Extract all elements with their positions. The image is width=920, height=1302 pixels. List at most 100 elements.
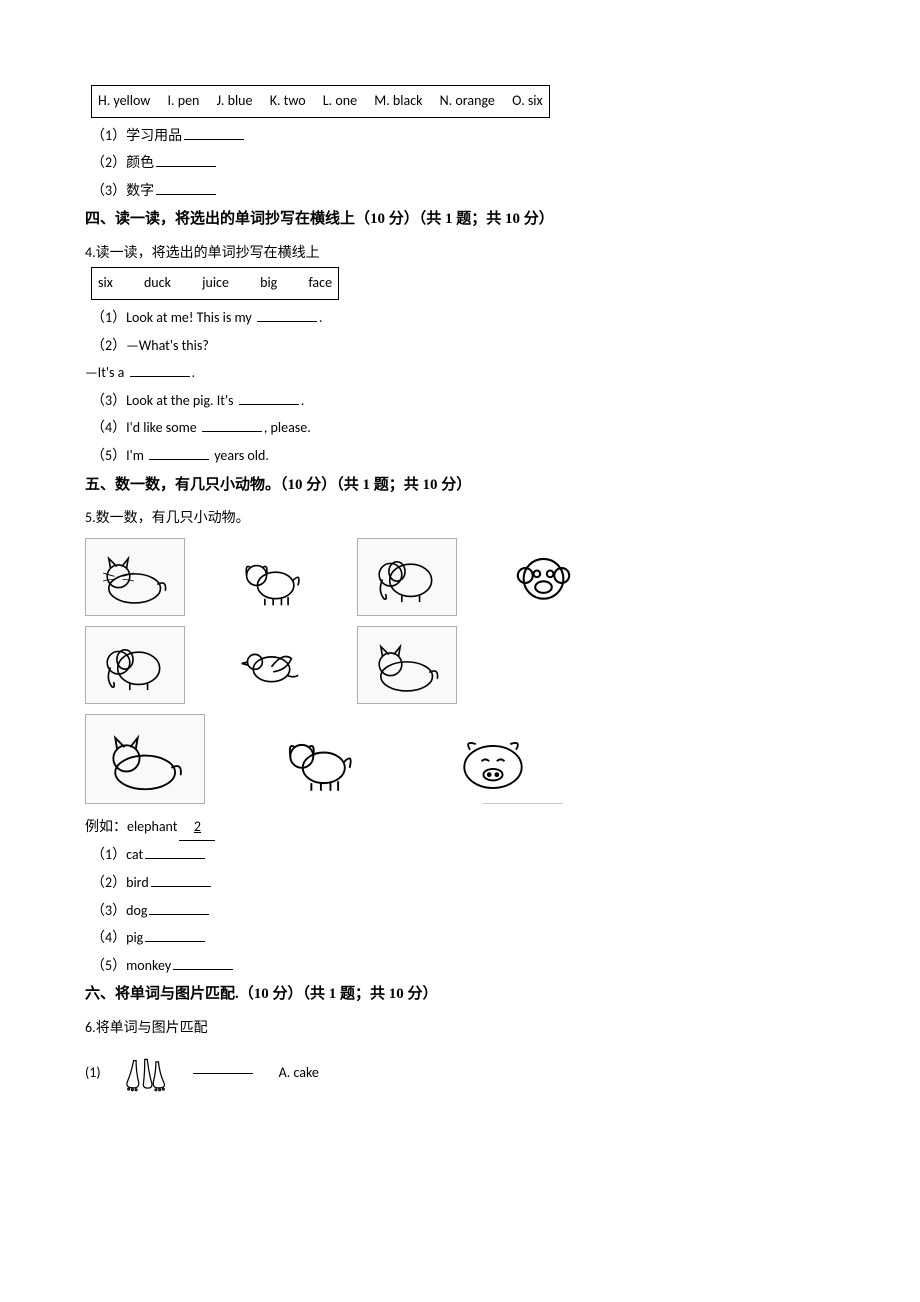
s5-example: 例如：elephant2 — [85, 814, 835, 842]
opt-l: L. one — [323, 92, 357, 109]
s4-2-end: . — [192, 364, 196, 381]
q3-1-num: （1） — [91, 127, 126, 144]
blank[interactable] — [145, 941, 205, 942]
q3-2-num: （2） — [91, 154, 126, 171]
s4-1-num: （1） — [91, 309, 126, 326]
section4-lead: 4.读一读，将选出的单词抄写在横线上 — [85, 240, 835, 267]
s4-3-num: （3） — [91, 392, 126, 409]
w-face: face — [308, 274, 332, 291]
s4-1-text: Look at me! This is my — [126, 309, 255, 326]
label: bird — [126, 874, 149, 891]
foot-icon — [115, 1049, 177, 1097]
s4-2-num: （2） — [91, 337, 126, 354]
animal-cat-icon — [85, 714, 205, 804]
section4-wordbox: six duck juice big face — [91, 267, 339, 300]
animal-cat-icon — [85, 538, 185, 616]
animal-elephant-icon — [85, 626, 185, 704]
match-1-num: (1) — [85, 1060, 101, 1087]
s4-2-text2: —It's a — [85, 364, 128, 381]
animal-elephant-icon — [357, 538, 457, 616]
opt-h: H. yellow — [98, 92, 150, 109]
blank[interactable] — [149, 459, 209, 460]
animal-bird-icon — [221, 626, 321, 704]
num: （4） — [91, 929, 126, 946]
s5-example-pre: 例如： — [85, 818, 127, 835]
opt-n: N. orange — [440, 92, 495, 109]
s5-item-2: （2）bird — [91, 870, 835, 897]
label: monkey — [126, 957, 171, 974]
animal-grid — [85, 538, 835, 804]
s5-item-5: （5）monkey — [91, 953, 835, 980]
num: （3） — [91, 902, 126, 919]
s5-item-3: （3）dog — [91, 898, 835, 925]
num: （1） — [91, 846, 126, 863]
blank[interactable] — [156, 194, 216, 195]
section4-title: 四、读一读，将选出的单词抄写在横线上（10 分）（共 1 题；共 10 分） — [85, 205, 835, 234]
s4-line3: （3）Look at the pig. It's . — [91, 388, 835, 415]
blank[interactable] — [184, 139, 244, 140]
s4-4-num: （4） — [91, 419, 126, 436]
animal-cat-icon — [357, 626, 457, 704]
s5-item-4: （4）pig — [91, 925, 835, 952]
blank[interactable] — [145, 858, 205, 859]
opt-i: I. pen — [168, 92, 200, 109]
s4-5-num: （5） — [91, 447, 126, 464]
s5-item-1: （1）cat — [91, 842, 835, 869]
blank[interactable] — [156, 166, 216, 167]
animal-dog-icon — [259, 714, 379, 804]
example-answer: 2 — [179, 814, 215, 842]
s4-line4: （4）I'd like some , please. — [91, 415, 835, 442]
opt-j: J. blue — [217, 92, 253, 109]
opt-m: M. black — [374, 92, 422, 109]
animal-pig-icon — [433, 717, 553, 807]
num: （5） — [91, 957, 126, 974]
blank[interactable] — [173, 969, 233, 970]
s4-4-end: , please. — [264, 419, 311, 436]
s4-1-end: . — [319, 309, 323, 326]
num: （2） — [91, 874, 126, 891]
label: dog — [126, 902, 147, 919]
animal-monkey-icon — [493, 538, 593, 616]
q3-item-2: （2）颜色 — [91, 150, 835, 177]
blank[interactable] — [239, 404, 299, 405]
match-1-opt: A. cake — [279, 1060, 319, 1087]
top-word-box: H. yellow I. pen J. blue K. two L. one M… — [91, 85, 550, 118]
opt-o: O. six — [512, 92, 543, 109]
opt-k: K. two — [270, 92, 306, 109]
animal-dog-icon — [221, 538, 321, 616]
q3-2-label: 颜色 — [126, 154, 154, 171]
w-duck: duck — [144, 274, 171, 291]
s4-3-text: Look at the pig. It's — [126, 392, 237, 409]
s4-3-end: . — [301, 392, 305, 409]
blank[interactable] — [193, 1073, 253, 1074]
section6-lead: 6.将单词与图片匹配 — [85, 1015, 835, 1042]
q3-item-1: （1）学习用品 — [91, 123, 835, 150]
blank[interactable] — [151, 886, 211, 887]
s4-5-text: I'm — [126, 447, 147, 464]
w-juice: juice — [202, 274, 229, 291]
blank[interactable] — [202, 431, 262, 432]
blank[interactable] — [130, 376, 190, 377]
s4-line2a: （2）—What's this? — [91, 333, 835, 360]
q3-item-3: （3）数字 — [91, 178, 835, 205]
label: cat — [126, 846, 143, 863]
s4-2-text: —What's this? — [126, 337, 209, 354]
blank[interactable] — [257, 321, 317, 322]
match-row-1: (1) A. cake — [85, 1049, 835, 1097]
section5-title: 五、数一数，有几只小动物。（10 分）（共 1 题；共 10 分） — [85, 471, 835, 500]
label: pig — [126, 929, 143, 946]
blank[interactable] — [149, 914, 209, 915]
w-big: big — [260, 274, 277, 291]
s5-example-word: elephant — [127, 818, 177, 835]
s4-5-end: years old. — [211, 447, 269, 464]
q3-3-label: 数字 — [126, 182, 154, 199]
w-six: six — [98, 274, 113, 291]
s4-4-text: I'd like some — [126, 419, 200, 436]
section6-title: 六、将单词与图片匹配.（10 分）（共 1 题；共 10 分） — [85, 980, 835, 1009]
section5-lead: 5.数一数，有几只小动物。 — [85, 505, 835, 532]
q3-3-num: （3） — [91, 182, 126, 199]
s4-line5: （5）I'm years old. — [91, 443, 835, 470]
s4-line1: （1）Look at me! This is my . — [91, 305, 835, 332]
s4-line2b: —It's a . — [85, 360, 835, 387]
q3-1-label: 学习用品 — [126, 127, 182, 144]
